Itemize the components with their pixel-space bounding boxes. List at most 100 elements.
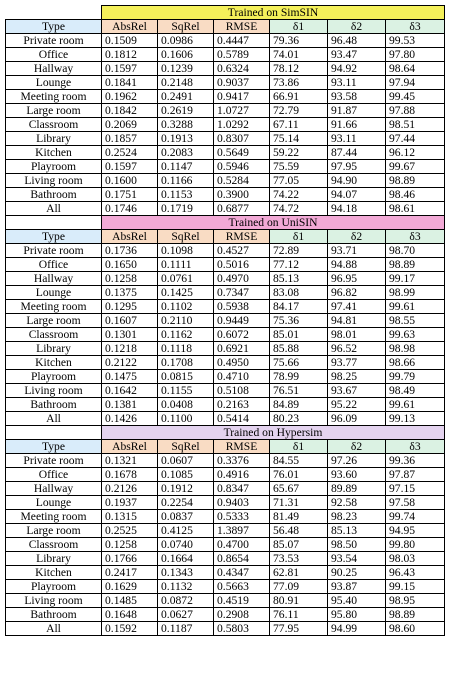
room-type-cell: Lounge (5, 285, 102, 300)
room-type-cell: Library (5, 341, 102, 356)
column-header-sqrel: SqRel (157, 229, 214, 244)
metric-cell: 76.01 (269, 467, 328, 482)
metric-cell: 0.1321 (101, 453, 158, 468)
metric-cell: 0.4950 (213, 355, 270, 370)
metric-cell: 0.1239 (157, 61, 214, 76)
room-type-cell: Kitchen (5, 145, 102, 160)
room-type-cell: Large room (5, 313, 102, 328)
metric-cell: 99.74 (385, 509, 445, 524)
metric-cell: 1.0727 (213, 103, 270, 118)
metric-cell: 0.0740 (157, 537, 214, 552)
metric-cell: 0.2491 (157, 89, 214, 104)
section-title-spacer (5, 425, 102, 440)
metric-cell: 0.1650 (101, 257, 158, 272)
all-metric-cell: 0.5803 (213, 621, 270, 636)
metric-cell: 77.12 (269, 257, 328, 272)
metric-cell: 0.1642 (101, 383, 158, 398)
table-row: Playroom 0.1629 0.1132 0.5663 77.09 93.87 99.1… (5, 579, 445, 594)
all-metric-cell: 98.61 (385, 201, 445, 216)
metric-cell: 75.66 (269, 355, 328, 370)
room-type-cell: Office (5, 47, 102, 62)
metric-cell: 0.1962 (101, 89, 158, 104)
table-row: Kitchen 0.2122 0.1708 0.4950 75.66 93.77 98.66 (5, 355, 445, 370)
metric-cell: 62.81 (269, 565, 328, 580)
metric-cell: 75.36 (269, 313, 328, 328)
metric-cell: 99.15 (385, 579, 445, 594)
metric-cell: 0.1343 (157, 565, 214, 580)
metric-cell: 98.03 (385, 551, 445, 566)
table-row: Library 0.1766 0.1664 0.8654 73.53 93.54 98.03 (5, 551, 445, 566)
table-row: Playroom 0.1597 0.1147 0.5946 75.59 97.95 99.6… (5, 159, 445, 174)
room-type-cell: Living room (5, 383, 102, 398)
metric-cell: 95.80 (327, 607, 386, 622)
room-type-cell: Playroom (5, 159, 102, 174)
metric-cell: 0.1857 (101, 131, 158, 146)
metric-cell: 75.59 (269, 159, 328, 174)
room-type-cell: Library (5, 551, 102, 566)
metric-cell: 0.4710 (213, 369, 270, 384)
metric-cell: 78.99 (269, 369, 328, 384)
metric-cell: 94.90 (327, 173, 386, 188)
room-type-cell: Large room (5, 103, 102, 118)
all-metric-cell: 0.1187 (157, 621, 214, 636)
column-header-delta3: δ3 (385, 439, 445, 454)
column-header-rmse: RMSE (213, 19, 270, 34)
metric-cell: 0.5649 (213, 145, 270, 160)
metric-cell: 0.4527 (213, 243, 270, 258)
metric-cell: 90.25 (327, 565, 386, 580)
all-summary-row: All 0.1426 0.1100 0.5414 80.23 96.09 99.13 (5, 411, 445, 426)
metric-cell: 98.25 (327, 369, 386, 384)
metric-cell: 0.1425 (157, 285, 214, 300)
room-type-cell: Playroom (5, 579, 102, 594)
room-type-cell: Hallway (5, 481, 102, 496)
metric-cell: 0.2110 (157, 313, 214, 328)
metric-cell: 74.01 (269, 47, 328, 62)
metric-cell: 0.1375 (101, 285, 158, 300)
metric-cell: 98.46 (385, 187, 445, 202)
metric-cell: 98.89 (385, 257, 445, 272)
metric-cell: 0.1678 (101, 467, 158, 482)
metric-cell: 0.0872 (157, 593, 214, 608)
metric-cell: 95.40 (327, 593, 386, 608)
all-metric-cell: 94.18 (327, 201, 386, 216)
metric-cell: 73.53 (269, 551, 328, 566)
column-header-absrel: AbsRel (101, 229, 158, 244)
metric-cell: 0.1166 (157, 173, 214, 188)
metric-cell: 96.48 (327, 33, 386, 48)
metric-cell: 0.2525 (101, 523, 158, 538)
column-header-delta2: δ2 (327, 229, 386, 244)
metric-cell: 98.23 (327, 509, 386, 524)
metric-cell: 0.1118 (157, 341, 214, 356)
metric-cell: 0.9417 (213, 89, 270, 104)
metric-cell: 84.55 (269, 453, 328, 468)
metric-cell: 97.26 (327, 453, 386, 468)
table-row: Bathroom 0.1751 0.1153 0.3900 74.22 94.07 98.4… (5, 187, 445, 202)
metric-cell: 98.51 (385, 117, 445, 132)
column-header-delta1: δ1 (269, 19, 328, 34)
section-title-row: Trained on UniSIN (5, 215, 445, 230)
metric-cell: 98.70 (385, 243, 445, 258)
metric-cell: 0.1913 (157, 131, 214, 146)
metric-cell: 98.55 (385, 313, 445, 328)
column-header-rmse: RMSE (213, 229, 270, 244)
metric-cell: 72.89 (269, 243, 328, 258)
table-row: Hallway 0.1258 0.0761 0.4970 85.13 96.95 99.17 (5, 271, 445, 286)
room-type-cell: Living room (5, 593, 102, 608)
metric-cell: 78.12 (269, 61, 328, 76)
section-title-spacer (5, 5, 102, 20)
metric-cell: 74.22 (269, 187, 328, 202)
metric-cell: 0.2122 (101, 355, 158, 370)
column-header-delta1: δ1 (269, 439, 328, 454)
metric-cell: 0.1937 (101, 495, 158, 510)
all-metric-cell: 94.99 (327, 621, 386, 636)
metric-cell: 0.2524 (101, 145, 158, 160)
all-summary-row: All 0.1746 0.1719 0.6877 74.72 94.18 98.61 (5, 201, 445, 216)
metric-cell: 73.86 (269, 75, 328, 90)
metric-cell: 92.58 (327, 495, 386, 510)
all-metric-cell: 0.1719 (157, 201, 214, 216)
metric-cell: 89.89 (327, 481, 386, 496)
room-type-cell: Private room (5, 243, 102, 258)
column-header-type: Type (5, 19, 102, 34)
table-row: Bathroom 0.1648 0.0627 0.2908 76.11 95.80 98.8… (5, 607, 445, 622)
metric-cell: 0.2417 (101, 565, 158, 580)
